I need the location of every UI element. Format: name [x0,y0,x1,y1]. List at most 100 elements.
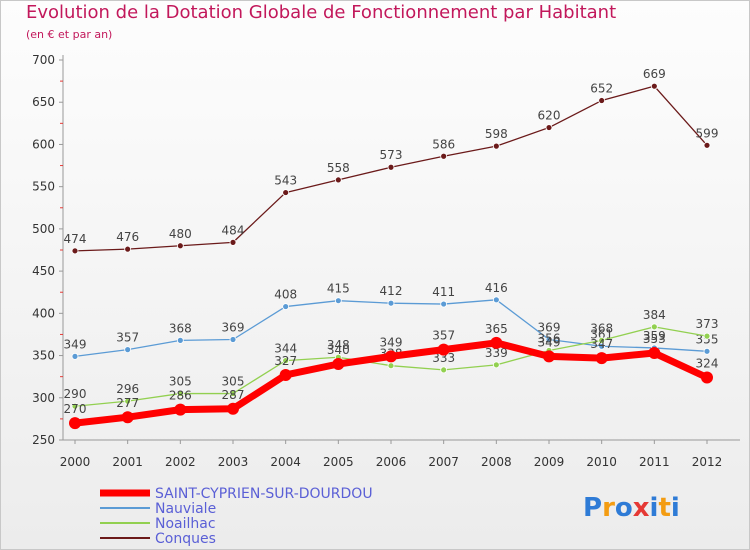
data-label: 305 [222,375,245,389]
data-point [282,357,290,365]
data-point [282,303,290,310]
data-point [282,189,290,196]
data-point [703,141,711,149]
data-point [176,242,184,250]
data-point [174,403,187,416]
data-point [229,336,237,343]
y-tick-label: 650 [32,95,55,109]
data-point [71,247,79,255]
data-point [71,402,79,410]
y-tick-label: 450 [32,264,55,278]
data-point [334,176,342,184]
x-tick-label: 2008 [481,455,512,469]
data-point [492,142,500,150]
data-label: 558 [327,161,350,175]
data-label: 347 [590,337,613,351]
data-label: 369 [222,321,245,335]
data-label: 327 [274,354,297,368]
legend-label: SAINT-CYPRIEN-SUR-DOURDOU [155,486,373,502]
data-label: 543 [274,174,297,188]
logo-letter: t [658,493,670,523]
data-label: 480 [169,227,192,241]
data-label: 324 [696,357,719,371]
data-label: 365 [485,322,508,336]
x-tick-label: 2007 [428,455,459,469]
data-point [545,336,553,343]
data-label: 412 [380,284,403,298]
data-label: 384 [643,308,666,322]
data-point [545,124,553,131]
data-point [440,300,448,308]
logo-letter: P [583,493,602,523]
data-point [703,332,711,340]
data-label: 290 [64,387,87,401]
data-label: 287 [222,388,245,402]
chart-title: Evolution de la Dotation Globale de Fonc… [26,2,617,23]
data-label: 349 [64,337,87,351]
logo-letter: i [671,493,680,523]
data-label: 373 [696,317,719,331]
data-point [650,323,658,331]
data-label: 620 [538,109,561,123]
legend-label: Nauviale [155,501,216,517]
data-label: 416 [485,281,508,295]
x-tick-label: 2011 [639,455,670,469]
data-point [440,366,448,374]
data-point [387,163,395,171]
data-point [598,336,606,344]
x-tick-label: 2006 [376,455,407,469]
y-tick-label: 400 [32,306,55,320]
data-label: 353 [643,332,666,346]
chart-subtitle: (en € et par an) [26,28,113,41]
x-tick-label: 2012 [692,455,723,469]
data-point [595,352,608,365]
data-point [492,296,500,304]
data-point [176,336,184,344]
data-label: 270 [64,402,87,416]
data-label: 586 [432,137,455,151]
data-label: 474 [64,232,87,246]
data-point [598,97,606,104]
data-point [69,417,81,430]
x-tick-label: 2010 [586,455,617,469]
data-label: 356 [538,331,561,345]
data-point [648,347,661,360]
data-label: 411 [432,285,455,299]
data-point [124,346,132,354]
x-tick-label: 2001 [112,455,143,469]
data-label: 349 [380,335,403,349]
data-point [71,352,79,360]
data-label: 484 [222,223,245,237]
data-point [332,358,345,370]
data-label: 598 [485,127,508,141]
data-point [440,152,448,160]
data-point [703,347,711,355]
y-tick-label: 550 [32,180,55,194]
y-tick-label: 250 [32,433,55,447]
data-point [124,245,132,253]
y-tick-label: 600 [32,137,55,151]
data-label: 357 [116,331,139,345]
data-label: 340 [327,343,350,357]
data-point [229,390,237,397]
data-point [543,350,555,363]
data-label: 573 [380,148,403,162]
y-tick-label: 700 [32,53,55,67]
logo-letter: i [650,493,659,523]
data-label: 296 [116,382,139,396]
x-tick-label: 2002 [165,455,196,469]
legend-label: Noailhac [155,516,216,532]
data-point [176,390,184,397]
data-point [385,350,397,363]
data-point [387,299,395,307]
data-point [437,343,450,356]
data-label: 599 [696,126,719,140]
data-label: 369 [538,321,561,335]
legend-label: Conques [155,531,216,547]
y-tick-label: 350 [32,349,55,363]
data-point [701,371,713,384]
data-label: 333 [432,351,455,365]
logo-letter: x [633,493,650,523]
